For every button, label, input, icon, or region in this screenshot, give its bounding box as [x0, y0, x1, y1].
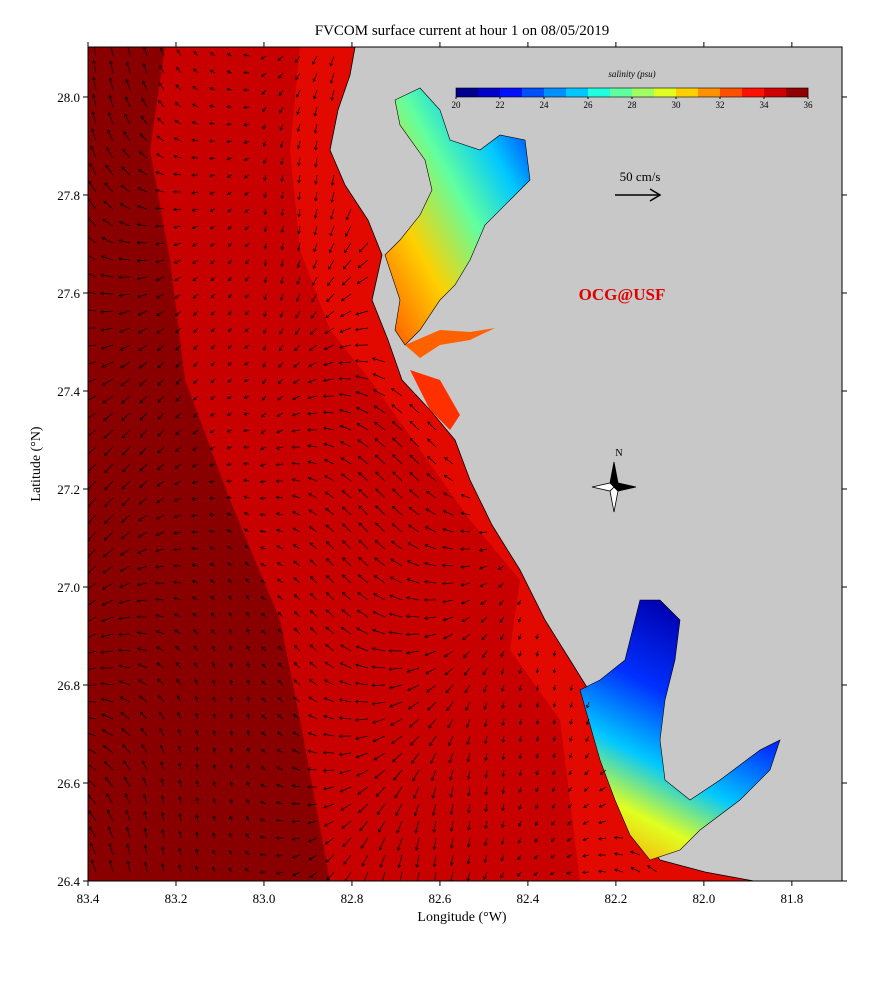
- x-tick-label: 81.8: [780, 891, 803, 906]
- colorbar-swatch: [720, 88, 742, 97]
- current-arrowhead: [84, 653, 87, 656]
- colorbar-swatch: [544, 88, 566, 97]
- watermark: OCG@USF: [579, 285, 666, 304]
- colorbar-swatch: [742, 88, 764, 97]
- y-tick-label: 27.0: [57, 580, 80, 595]
- current-arrow: [323, 752, 334, 753]
- colorbar-swatch: [632, 88, 654, 97]
- colorbar-swatch: [654, 88, 676, 97]
- current-arrowhead: [85, 621, 88, 624]
- current-arrowhead: [398, 882, 401, 885]
- colorbar-tick-label: 32: [716, 100, 725, 110]
- colorbar-swatch: [676, 88, 698, 97]
- y-tick-label: 27.4: [57, 384, 80, 399]
- y-tick-label: 28.0: [57, 90, 80, 105]
- current-arrowhead: [84, 381, 87, 384]
- colorbar-tick-label: 34: [760, 100, 770, 110]
- colorbar-tick-label: 28: [628, 100, 638, 110]
- x-tick-label: 83.2: [165, 891, 188, 906]
- colorbar-tick-label: 26: [584, 100, 594, 110]
- y-tick-label: 27.6: [57, 286, 80, 301]
- y-tick-label: 27.8: [57, 188, 80, 203]
- current-arrowhead: [85, 747, 88, 750]
- current-arrowhead: [83, 715, 86, 718]
- x-tick-label: 83.0: [253, 891, 276, 906]
- current-arrowhead: [83, 345, 86, 348]
- x-tick-label: 83.4: [77, 891, 100, 906]
- colorbar-swatch: [786, 88, 808, 97]
- x-tick-label: 82.4: [517, 891, 540, 906]
- current-arrowhead: [83, 327, 86, 330]
- y-tick-label: 26.8: [57, 678, 80, 693]
- current-arrowhead: [83, 700, 86, 703]
- title: FVCOM surface current at hour 1 on 08/05…: [315, 23, 610, 39]
- x-tick-label: 82.6: [429, 891, 452, 906]
- current-arrowhead: [85, 399, 88, 402]
- x-tick-label: 82.2: [605, 891, 628, 906]
- colorbar-swatch: [456, 88, 478, 97]
- current-arrowhead: [381, 882, 384, 885]
- colorbar-swatch: [566, 88, 588, 97]
- colorbar-swatch: [478, 88, 500, 97]
- y-tick-label: 26.4: [57, 874, 80, 889]
- compass-label: N: [615, 448, 622, 459]
- y-axis-label: Latitude (°N): [29, 426, 44, 502]
- current-arrowhead: [84, 363, 87, 366]
- colorbar-tick-label: 36: [804, 100, 814, 110]
- current-arrowhead: [83, 668, 86, 671]
- colorbar-swatch: [522, 88, 544, 97]
- current-arrowhead: [84, 637, 87, 640]
- y-tick-label: 26.6: [57, 776, 80, 791]
- colorbar-label: salinity (psu): [608, 69, 655, 79]
- current-arrowhead: [85, 254, 88, 257]
- colorbar-tick-label: 20: [452, 100, 462, 110]
- colorbar-swatch: [500, 88, 522, 97]
- x-axis-label: Longitude (°W): [417, 910, 507, 925]
- colorbar-tick-label: 22: [496, 100, 505, 110]
- current-arrowhead: [84, 731, 87, 734]
- colorbar-swatch: [588, 88, 610, 97]
- current-arrowhead: [93, 43, 96, 46]
- current-arrowhead: [84, 272, 87, 275]
- current-arrowhead: [416, 882, 419, 885]
- colorbar-tick-label: 30: [672, 100, 682, 110]
- colorbar-swatch: [610, 88, 632, 97]
- current-arrowhead: [84, 290, 87, 293]
- y-tick-label: 27.2: [57, 482, 80, 497]
- colorbar-swatch: [698, 88, 720, 97]
- x-tick-label: 82.8: [341, 891, 364, 906]
- x-tick-label: 82.0: [692, 891, 715, 906]
- colorbar-tick-label: 24: [540, 100, 550, 110]
- current-arrowhead: [83, 308, 86, 311]
- colorbar-swatch: [764, 88, 786, 97]
- map-area: [83, 43, 842, 884]
- scale-label: 50 cm/s: [620, 169, 661, 184]
